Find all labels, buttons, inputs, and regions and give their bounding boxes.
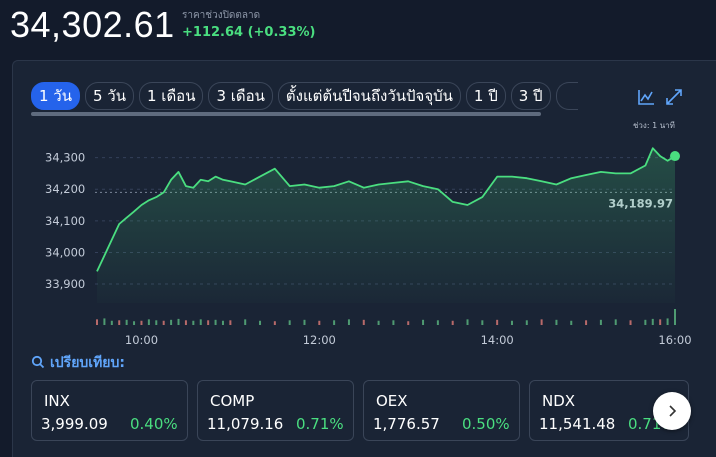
compare-symbol: NDX (542, 392, 576, 410)
volume-bar (162, 320, 165, 325)
volume-bar (207, 320, 210, 325)
volume-bar (96, 319, 98, 325)
volume-bar (674, 309, 676, 325)
y-tick-label: 34,000 (45, 245, 85, 259)
compare-card-oex[interactable]: OEX 1,776.57 0.50% (363, 380, 520, 441)
volume-bar (214, 319, 217, 325)
volume-bar (229, 320, 232, 325)
volume-bar (629, 320, 632, 325)
x-tick-label: 10:00 (125, 333, 158, 347)
price-change: +112.64 (+0.33%) (182, 25, 316, 40)
volume-bar (125, 319, 128, 325)
volume-bar (555, 319, 558, 325)
compare-symbol: OEX (376, 392, 408, 410)
volume-bar (362, 319, 365, 325)
x-tick-label: 14:00 (481, 333, 514, 347)
volume-bar (525, 320, 528, 325)
volume-bar (510, 320, 513, 325)
close-label: ราคาช่วงปิดตลาด (182, 10, 261, 21)
line-chart-icon[interactable] (635, 86, 657, 108)
volume-bar (407, 321, 410, 325)
volume-bar (147, 319, 150, 325)
tab-1-month[interactable]: 1 เดือน (139, 82, 204, 110)
compare-change: 0.50% (462, 415, 510, 433)
chevron-right-icon (669, 405, 677, 417)
volume-bar (540, 319, 543, 325)
volume-bar (318, 320, 321, 325)
volume-bar (614, 319, 617, 325)
compare-value: 11,541.48 (539, 415, 616, 433)
x-tick-label: 16:00 (658, 333, 691, 347)
volume-bar (481, 320, 484, 325)
current-price: 34,302.61 (10, 4, 175, 45)
compare-change: 0.40% (130, 415, 178, 433)
volume-bar (177, 318, 180, 325)
volume-bar (259, 320, 262, 325)
volume-bar (199, 319, 202, 325)
compare-change: 0.71% (296, 415, 344, 433)
tabs-scrollbar[interactable] (31, 112, 541, 116)
compare-value: 3,999.09 (41, 415, 108, 433)
volume-bar (377, 320, 380, 325)
compare-symbol: COMP (210, 392, 255, 410)
volume-bar (496, 319, 499, 325)
volume-bar (273, 321, 276, 325)
price-line (96, 147, 676, 272)
volume-bar (133, 321, 136, 325)
volume-bar (651, 318, 654, 325)
y-tick-label: 33,900 (45, 277, 85, 291)
volume-bar (103, 318, 106, 325)
volume-bar (570, 320, 573, 325)
x-tick-label: 12:00 (303, 333, 336, 347)
search-icon (31, 355, 45, 369)
volume-bar (585, 320, 588, 325)
tab-3-months[interactable]: 3 เดือน (208, 82, 273, 110)
tab-1-year[interactable]: 1 ปี (465, 82, 506, 110)
volume-bar (170, 319, 173, 325)
volume-bar (140, 320, 143, 325)
y-tick-label: 34,100 (45, 214, 85, 228)
last-price-dot (670, 151, 680, 162)
y-tick-label: 34,300 (45, 151, 85, 165)
interval-label: ช่วง: 1 นาที (633, 121, 675, 130)
volume-bar (436, 320, 439, 325)
tab-1-day[interactable]: 1 วัน (31, 82, 80, 110)
volume-bar (155, 320, 158, 325)
volume-bar (192, 320, 195, 325)
volume-bar (184, 320, 187, 325)
volume-bar (288, 320, 291, 325)
volume-bar (110, 320, 113, 325)
price-area (97, 148, 675, 303)
next-button[interactable] (653, 392, 691, 430)
volume-bar (599, 319, 602, 325)
expand-icon[interactable] (663, 86, 685, 108)
compare-symbol: INX (44, 392, 70, 410)
tab-ytd[interactable]: ตั้งแต่ต้นปีจนถึงวันปัจจุบัน (277, 82, 461, 110)
range-tabs: 1 วัน 5 วัน 1 เดือน 3 เดือน ตั้งแต่ต้นปี… (31, 82, 578, 110)
volume-bar (221, 320, 224, 325)
tab-more[interactable] (555, 82, 578, 110)
volume-bar (392, 320, 395, 325)
compare-title: เปรียบเทียบ: (50, 355, 125, 371)
volume-bar (244, 319, 247, 325)
tab-3-years[interactable]: 3 ปี (510, 82, 551, 110)
volume-bar (666, 318, 669, 325)
volume-bar (118, 320, 121, 325)
tab-5-days[interactable]: 5 วัน (85, 82, 134, 110)
volume-bar (451, 320, 454, 325)
compare-value: 11,079.16 (207, 415, 284, 433)
volume-bar (644, 319, 647, 325)
volume-bar (333, 320, 336, 325)
price-chart: 34,30034,20034,10034,00033,90034,189.971… (45, 147, 692, 347)
compare-value: 1,776.57 (373, 415, 440, 433)
volume-bar (303, 319, 306, 325)
compare-card-comp[interactable]: COMP 11,079.16 0.71% (197, 380, 354, 441)
volume-bar (422, 319, 425, 325)
compare-card-inx[interactable]: INX 3,999.09 0.40% (31, 380, 188, 441)
volume-bar (347, 319, 350, 325)
y-tick-label: 34,200 (45, 182, 85, 196)
volume-bar (659, 319, 662, 325)
volume-bar (466, 319, 469, 325)
